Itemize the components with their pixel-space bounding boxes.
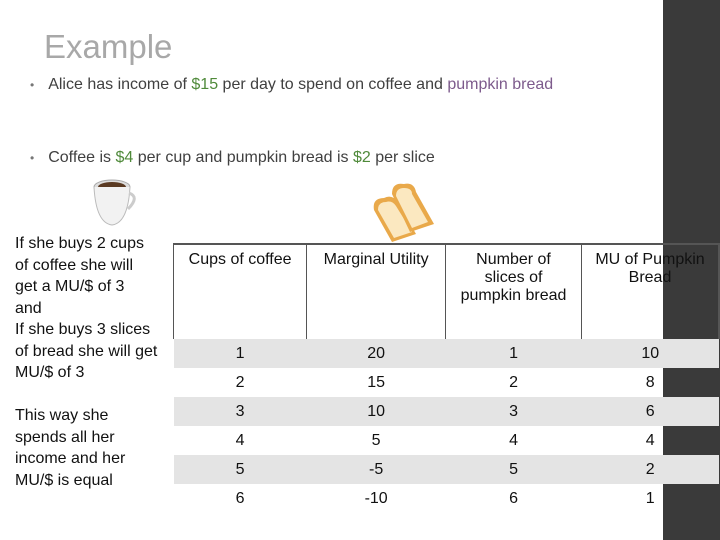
- table-cell: 2: [581, 455, 719, 484]
- table-cell: 3: [445, 397, 582, 426]
- table-cell: 6: [581, 397, 719, 426]
- text-run: $15: [191, 76, 219, 93]
- table-cell: -10: [364, 489, 388, 507]
- title: Example: [44, 28, 173, 65]
- table-cell: 1: [445, 339, 582, 368]
- text-run: $2: [352, 149, 371, 166]
- text-line: of bread she will get: [15, 342, 158, 360]
- text-run: per cup and pumpkin bread is: [133, 149, 353, 166]
- table-cell: 4: [235, 431, 245, 449]
- side-text: This way she spends all her income and her…: [15, 405, 125, 491]
- text-line: This way she: [15, 407, 109, 424]
- coffee-icon: [93, 179, 136, 226]
- table-cell: 1: [173, 339, 307, 368]
- bullet: Coffee is $4 per cup and pumpkin bread i…: [30, 149, 435, 167]
- header-cell: Marginal Utility: [306, 243, 446, 339]
- header-row: Cups of coffee Marginal Utility Number of …: [172, 243, 720, 339]
- toast-icon: [373, 183, 434, 242]
- text-line: If she buys 3 slices: [15, 321, 151, 338]
- bullet: Alice has income of $15 per day to spend…: [30, 76, 553, 94]
- table-cell: 6: [235, 489, 245, 507]
- header-cell: MU of Pumpkin Bread: [581, 243, 720, 339]
- table-cell: 1: [645, 489, 655, 507]
- table-cell: 10: [306, 397, 446, 426]
- text-line: MU/$ of 3: [15, 364, 85, 381]
- table-cell: 6: [509, 489, 518, 507]
- table: Cups of coffee Marginal Utility Number of …: [172, 243, 720, 513]
- text-line: income and her: [15, 450, 126, 467]
- table-cell: 2: [509, 373, 518, 391]
- text-run: per slice: [370, 149, 435, 166]
- table-cell: -5: [306, 455, 446, 484]
- table-row: 4 5 4 4: [174, 426, 720, 455]
- table-row: 6 -10 6 1: [174, 484, 720, 513]
- text-run: Coffee is: [48, 149, 116, 166]
- text-run: pumpkin bread: [447, 76, 554, 93]
- table-row: 1 20 1 10: [173, 339, 719, 368]
- table-cell: 4: [509, 431, 518, 449]
- table-cell: 15: [367, 373, 386, 391]
- text-line: spends all her: [15, 428, 115, 446]
- header-cell: Cups of coffee: [172, 243, 307, 339]
- table-cell: 5: [371, 431, 381, 449]
- table-row: 3 10 3 6: [173, 397, 719, 426]
- table-cell: 8: [645, 373, 655, 391]
- table-cell: 20: [306, 339, 446, 368]
- table-cell: 10: [581, 339, 719, 368]
- text-line: and: [15, 299, 42, 317]
- table-cell: 3: [173, 397, 307, 426]
- text-line: MU/$ is equal: [15, 471, 113, 489]
- header-cell: Number of slices of pumpkin bread: [445, 243, 582, 339]
- table-cell: 5: [445, 455, 582, 484]
- side-text: If she buys 2 cups of coffee she will get …: [15, 233, 157, 384]
- text-line: If she buys 2 cups: [15, 235, 144, 252]
- text-run: $4: [115, 149, 134, 166]
- table-row: 5 -5 5 2: [173, 455, 719, 484]
- text-run: Alice has income of: [48, 76, 192, 93]
- table-row: 2 15 2 8: [174, 368, 720, 397]
- table-cell: 2: [235, 373, 245, 391]
- text-line: of coffee she will: [15, 256, 133, 274]
- table-cell: 5: [173, 455, 307, 484]
- text-run: per day to spend on coffee and: [218, 76, 448, 93]
- table-cell: 4: [645, 431, 655, 449]
- text-line: get a MU/$ of 3: [15, 278, 125, 295]
